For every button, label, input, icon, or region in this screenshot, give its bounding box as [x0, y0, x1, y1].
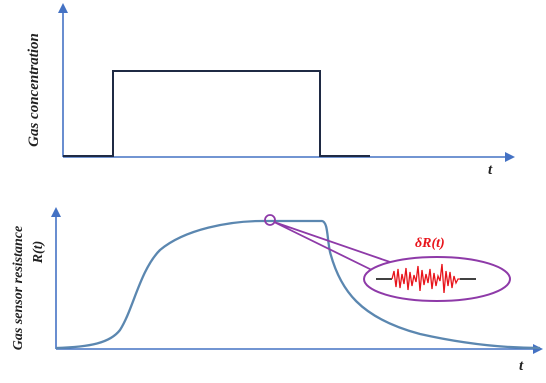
bottom-x-axis-label: t	[519, 358, 524, 374]
bottom-y-axis-label: Gas sensor resistance	[11, 226, 26, 350]
callout-connector	[273, 221, 391, 275]
peak-marker-circle	[264, 214, 276, 226]
noise-signal	[391, 263, 460, 294]
top-plot: Gas concentration t	[26, 3, 515, 178]
bottom-y-axis-sublabel: R(t)	[31, 241, 46, 265]
bottom-plot: δR(t) Gas sensor resistance R(t) t	[11, 207, 543, 374]
noise-label: δR(t)	[415, 236, 445, 251]
resistance-response-curve	[55, 219, 541, 350]
gas-pulse-line	[63, 70, 370, 157]
top-x-axis-label: t	[488, 162, 493, 178]
top-y-axis-label: Gas concentration	[26, 33, 42, 147]
